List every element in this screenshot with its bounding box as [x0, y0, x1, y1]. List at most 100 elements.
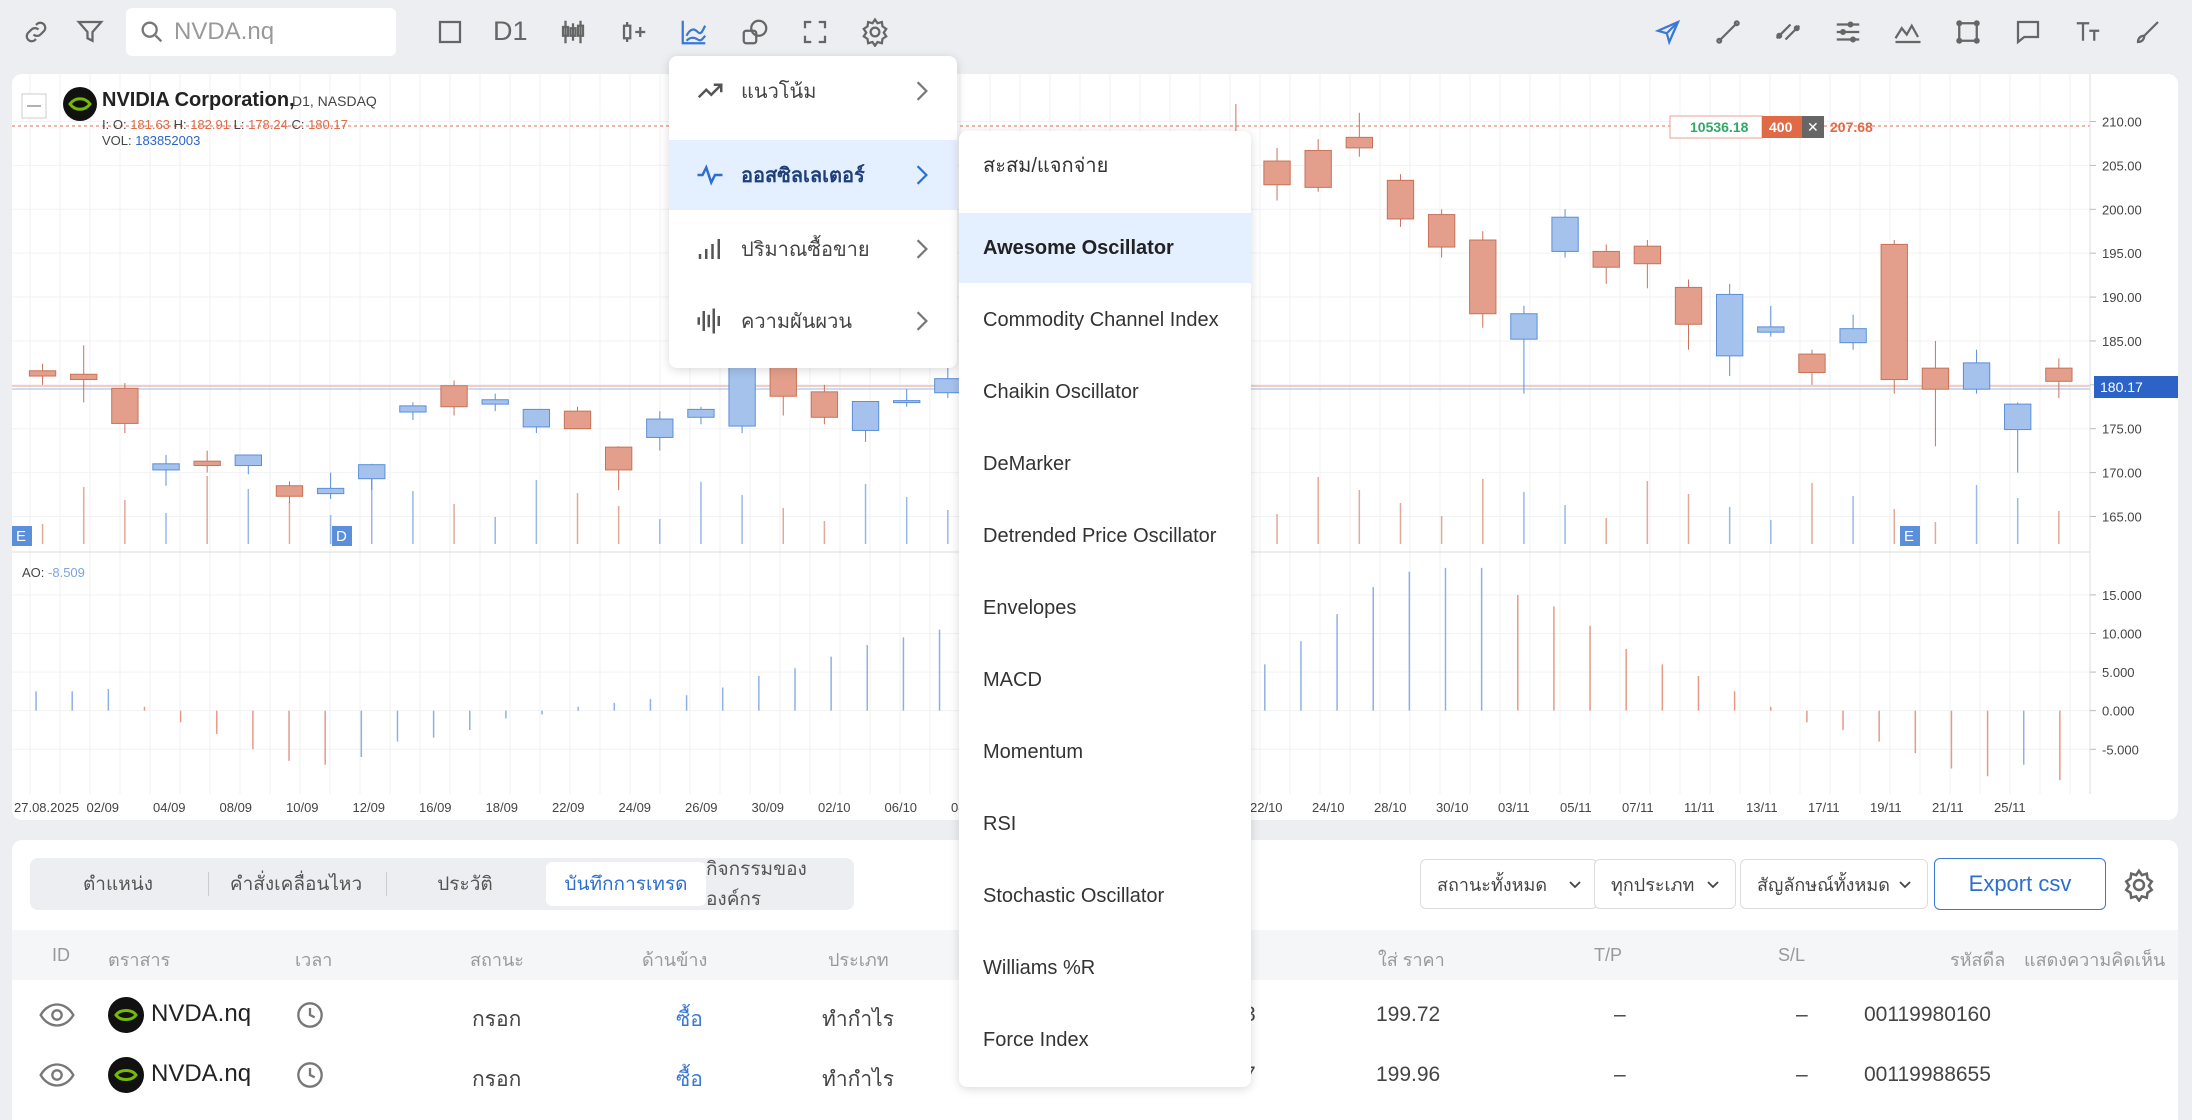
- panel-settings-gear-icon[interactable]: [2122, 868, 2156, 902]
- high-value: 182.91: [190, 117, 230, 132]
- brush-icon[interactable]: [2130, 14, 2166, 50]
- col-comment[interactable]: แสดงความคิดเห็น: [2024, 950, 2166, 970]
- tab-positions[interactable]: ตำแหน่ง: [82, 874, 154, 895]
- ao-label: AO:: [22, 565, 44, 580]
- tab-trade-journal[interactable]: บันทึกการเทรด: [546, 862, 706, 906]
- price-tick-label: 190.00: [2102, 290, 2142, 305]
- order-close-button[interactable]: [1802, 116, 1824, 138]
- settings-gear-icon[interactable]: [857, 14, 893, 50]
- link-icon[interactable]: [18, 14, 54, 50]
- objects-icon[interactable]: [737, 14, 773, 50]
- earnings-marker[interactable]: [12, 526, 32, 546]
- submenu-item-accumulation-distribution[interactable]: สะสม/แจกจ่าย: [959, 135, 1251, 197]
- panel-tabs: ตำแหน่ง คำสั่งเคลื่อนไหว ประวัติ บันทึกก…: [30, 858, 854, 910]
- x-tick-label: 03/11: [1498, 800, 1530, 815]
- x-tick-label: 04/09: [153, 800, 186, 815]
- order-lots-box[interactable]: [1762, 116, 1802, 138]
- x-tick-label: 27.08.2025: [14, 800, 79, 815]
- candle-body: [687, 408, 715, 418]
- chevron-right-icon: [916, 165, 928, 185]
- channel-icon[interactable]: [1770, 14, 1806, 50]
- col-side[interactable]: ด้านข้าง: [642, 950, 708, 970]
- tab-history[interactable]: ประวัติ: [437, 874, 493, 895]
- submenu-item-cci[interactable]: Commodity Channel Index: [959, 285, 1251, 355]
- submenu-item-label: สะสม/แจกจ่าย: [983, 155, 1109, 177]
- status-filter[interactable]: สถานะทั้งหมด: [1420, 859, 1598, 909]
- search-input[interactable]: [172, 17, 376, 47]
- earnings-marker[interactable]: [1900, 526, 1920, 546]
- table-row[interactable]: NVDA.nq กรอก ซื้อ ทำกำไร 7 199.96 – – 00…: [12, 1045, 2178, 1105]
- submenu-item-momentum[interactable]: Momentum: [959, 717, 1251, 787]
- clock-icon[interactable]: [296, 1061, 324, 1089]
- candlestick-icon[interactable]: [555, 14, 591, 50]
- row-type: ทำกำไร: [822, 1068, 894, 1091]
- text-tool-icon[interactable]: [2070, 14, 2106, 50]
- clock-icon[interactable]: [296, 1001, 324, 1029]
- cursor-arrow-icon[interactable]: [1650, 14, 1686, 50]
- pattern-icon[interactable]: [1890, 14, 1926, 50]
- col-status[interactable]: สถานะ: [470, 950, 524, 970]
- submenu-item-dpo[interactable]: Detrended Price Oscillator: [959, 501, 1251, 571]
- tab-corporate-actions[interactable]: กิจกรรมขององค์กร: [706, 859, 807, 910]
- submenu-item-demarker[interactable]: DeMarker: [959, 429, 1251, 499]
- chevron-right-icon: [916, 239, 928, 259]
- symbol-filter[interactable]: สัญลักษณ์ทั้งหมด: [1740, 859, 1928, 909]
- submenu-item-rsi[interactable]: RSI: [959, 789, 1251, 859]
- col-deal-id[interactable]: รหัสดีล: [1950, 950, 2006, 970]
- candle-body: [1921, 367, 1950, 390]
- add-indicator-icon[interactable]: [616, 14, 652, 50]
- dividend-marker[interactable]: [332, 526, 352, 546]
- timeframe-button[interactable]: D1: [493, 16, 528, 46]
- order-close-icon: ✕: [1807, 119, 1819, 135]
- submenu-item-force-index[interactable]: Force Index: [959, 1005, 1251, 1075]
- col-id[interactable]: ID: [52, 945, 70, 965]
- submenu-item-awesome-oscillator[interactable]: Awesome Oscillator: [959, 213, 1251, 283]
- fullscreen-icon[interactable]: [797, 14, 833, 50]
- square-icon[interactable]: [432, 14, 468, 50]
- submenu-item-chaikin-oscillator[interactable]: Chaikin Oscillator: [959, 357, 1251, 427]
- candle-body: [769, 365, 797, 397]
- submenu-item-label: Chaikin Oscillator: [983, 381, 1139, 403]
- comment-icon[interactable]: [2010, 14, 2046, 50]
- high-label: H:: [174, 117, 187, 132]
- earnings-marker-label: E: [16, 528, 26, 545]
- nvidia-logo: [63, 87, 97, 121]
- type-filter[interactable]: ทุกประเภท: [1594, 859, 1736, 909]
- eye-icon[interactable]: [38, 1061, 76, 1089]
- submenu-item-envelopes[interactable]: Envelopes: [959, 573, 1251, 643]
- filter-icon[interactable]: [72, 14, 108, 50]
- rectangle-tool-icon[interactable]: [1950, 14, 1986, 50]
- trend-icon: [697, 83, 723, 99]
- x-tick-label: 22/09: [552, 800, 585, 815]
- x-tick-label: 24/10: [1312, 800, 1345, 815]
- ao-tick-label: -5.000: [2102, 742, 2139, 757]
- col-entry-price[interactable]: ใส่ ราคา: [1378, 950, 1445, 970]
- menu-item-trend[interactable]: แนวโน้ม: [669, 56, 957, 126]
- tab-pending-orders[interactable]: คำสั่งเคลื่อนไหว: [229, 874, 363, 895]
- current-price-label: 180.17: [2100, 379, 2143, 395]
- col-type[interactable]: ประเภท: [828, 950, 889, 970]
- symbol-search[interactable]: [126, 8, 396, 56]
- candle-body: [893, 400, 921, 404]
- col-time[interactable]: เวลา: [295, 950, 333, 970]
- candle-body: [193, 460, 221, 467]
- export-csv-button[interactable]: Export csv: [1934, 858, 2106, 910]
- submenu-item-stochastic[interactable]: Stochastic Oscillator: [959, 861, 1251, 931]
- submenu-item-macd[interactable]: MACD: [959, 645, 1251, 715]
- indicators-icon[interactable]: [676, 14, 712, 50]
- candle-body: [563, 410, 592, 430]
- menu-item-volume[interactable]: ปริมาณซื้อขาย: [669, 214, 957, 284]
- col-sl[interactable]: S/L: [1778, 945, 1806, 965]
- eye-icon[interactable]: [38, 1001, 76, 1029]
- menu-item-oscillators[interactable]: ออสซิลเลเตอร์: [669, 140, 957, 210]
- x-tick-label: 17/11: [1808, 800, 1840, 815]
- fibonacci-icon[interactable]: [1830, 14, 1866, 50]
- table-row[interactable]: NVDA.nq กรอก ซื้อ ทำกำไร 3 199.72 – – 00…: [12, 985, 2178, 1045]
- submenu-item-williams-r[interactable]: Williams %R: [959, 933, 1251, 1003]
- menu-item-volatility[interactable]: ความผันผวน: [669, 286, 957, 356]
- col-tp[interactable]: T/P: [1594, 945, 1623, 965]
- type-filter-label: ทุกประเภท: [1611, 874, 1695, 895]
- oscillators-submenu: สะสม/แจกจ่าย Awesome Oscillator Commodit…: [959, 131, 1251, 1087]
- col-instrument[interactable]: ตราสาร: [108, 950, 171, 970]
- trendline-icon[interactable]: [1710, 14, 1746, 50]
